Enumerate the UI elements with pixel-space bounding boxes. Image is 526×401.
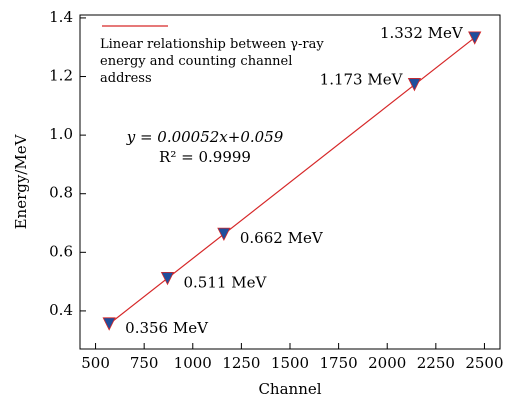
x-tick-label: 2500 — [465, 354, 503, 372]
equation: y = 0.00052x+0.059 — [126, 128, 284, 146]
y-tick-label: 1.0 — [49, 125, 73, 143]
legend-label: Linear relationship between γ-ray energy… — [100, 37, 324, 86]
data-label: 0.356 MeV — [125, 319, 209, 337]
data-label: 1.332 MeV — [380, 24, 464, 42]
data-label: 0.662 MeV — [240, 229, 324, 247]
x-tick-label: 2000 — [368, 354, 406, 372]
data-label: 0.511 MeV — [184, 273, 268, 291]
y-tick-label: 0.4 — [49, 301, 73, 319]
r-squared: R² = 0.9999 — [159, 148, 251, 166]
x-tick-label: 1500 — [271, 354, 309, 372]
x-axis-label: Channel — [258, 380, 321, 398]
x-tick-label: 500 — [81, 354, 110, 372]
data-point — [468, 31, 482, 45]
y-tick-label: 0.6 — [49, 242, 73, 260]
x-tick-label: 1000 — [174, 354, 212, 372]
y-tick-label: 1.4 — [49, 8, 73, 26]
y-axis-label: Energy/MeV — [12, 133, 30, 229]
data-point — [160, 271, 175, 286]
data-point — [102, 317, 116, 331]
data-label: 1.173 MeV — [320, 70, 404, 88]
y-tick-label: 1.2 — [49, 67, 73, 85]
y-tick-label: 0.8 — [49, 184, 73, 202]
x-tick-label: 1250 — [222, 354, 260, 372]
data-point — [407, 78, 422, 92]
data-point — [217, 227, 231, 242]
x-tick-label: 1750 — [320, 354, 358, 372]
x-tick-label: 2250 — [417, 354, 455, 372]
x-tick-label: 750 — [130, 354, 159, 372]
